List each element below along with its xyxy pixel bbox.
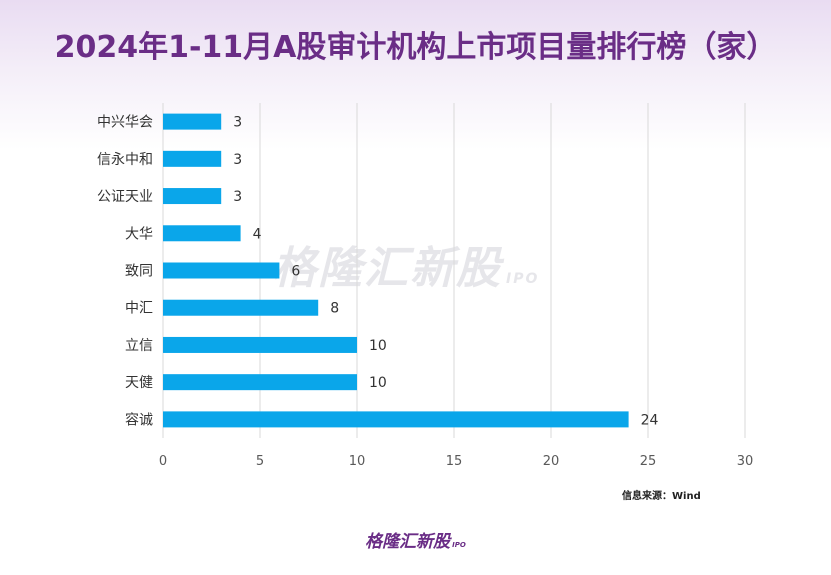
bar — [163, 225, 241, 242]
category-label: 信永中和 — [97, 152, 153, 168]
category-label: 天健 — [125, 375, 153, 391]
category-label: 立信 — [125, 338, 153, 354]
data-label: 3 — [233, 152, 242, 168]
source-note: 信息来源：Wind — [622, 491, 701, 502]
x-tick-label: 20 — [543, 454, 560, 469]
bar — [163, 262, 280, 279]
bar — [163, 150, 222, 167]
bar — [163, 299, 319, 316]
data-label: 24 — [641, 412, 659, 428]
category-label: 致同 — [125, 264, 153, 280]
data-label: 10 — [369, 375, 387, 391]
x-tick-label: 25 — [640, 454, 657, 469]
x-tick-label: 15 — [446, 454, 463, 469]
x-tick-label: 30 — [737, 454, 754, 469]
x-tick-label: 0 — [159, 454, 167, 469]
category-label: 中汇 — [125, 301, 153, 317]
bar — [163, 336, 357, 353]
bar — [163, 113, 222, 130]
chart-title: 2024年1-11月A股审计机构上市项目量排行榜（家） — [54, 30, 777, 65]
data-label: 4 — [253, 226, 262, 242]
bar — [163, 188, 222, 205]
bar — [163, 374, 357, 391]
data-label: 3 — [233, 189, 242, 205]
x-tick-label: 10 — [349, 454, 366, 469]
data-label: 6 — [291, 264, 300, 280]
category-label: 大华 — [125, 226, 153, 242]
data-label: 8 — [330, 301, 339, 317]
footer-logo: 格隆汇新股 IPO — [365, 532, 466, 552]
data-label: 3 — [233, 115, 242, 131]
x-tick-label: 5 — [256, 454, 264, 469]
data-label: 10 — [369, 338, 387, 354]
bar — [163, 411, 629, 428]
watermark: 格隆汇新股 IPO — [272, 243, 540, 294]
category-label: 中兴华会 — [97, 115, 153, 131]
category-label: 公证天业 — [97, 189, 153, 205]
category-label: 容诚 — [125, 411, 153, 428]
